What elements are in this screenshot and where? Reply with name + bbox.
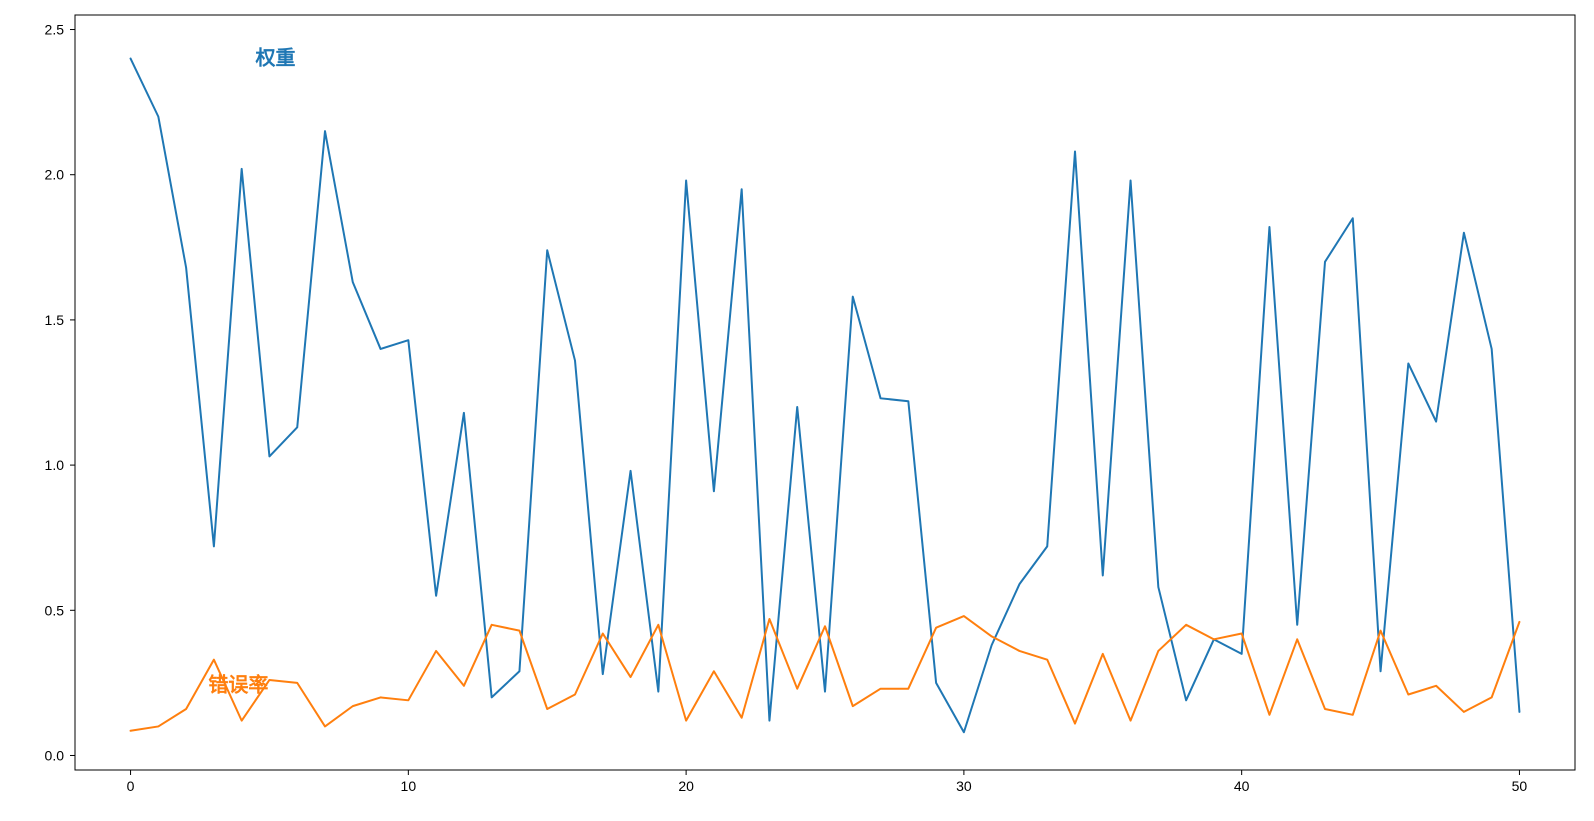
y-tick-label: 0.0 <box>45 747 65 763</box>
series-label-error_rate: 错误率 <box>208 673 268 697</box>
x-tick-label: 50 <box>1512 778 1528 794</box>
x-tick-label: 20 <box>678 778 694 794</box>
y-tick-label: 1.0 <box>45 457 65 473</box>
x-tick-label: 30 <box>956 778 972 794</box>
y-tick-label: 0.5 <box>45 602 65 618</box>
y-tick-label: 2.5 <box>45 22 65 38</box>
y-tick-label: 2.0 <box>45 167 65 183</box>
x-tick-label: 40 <box>1234 778 1250 794</box>
line-chart: 0 10 20 30 40 50 0.0 0.5 1.0 1.5 2.0 2.5 权重错误率 <box>0 0 1594 821</box>
x-tick-label: 10 <box>401 778 417 794</box>
x-tick-label: 0 <box>127 778 135 794</box>
series-label-weight: 权重 <box>255 46 296 69</box>
chart-svg: 0 10 20 30 40 50 0.0 0.5 1.0 1.5 2.0 2.5 权重错误率 <box>0 0 1594 821</box>
y-tick-label: 1.5 <box>45 312 65 328</box>
